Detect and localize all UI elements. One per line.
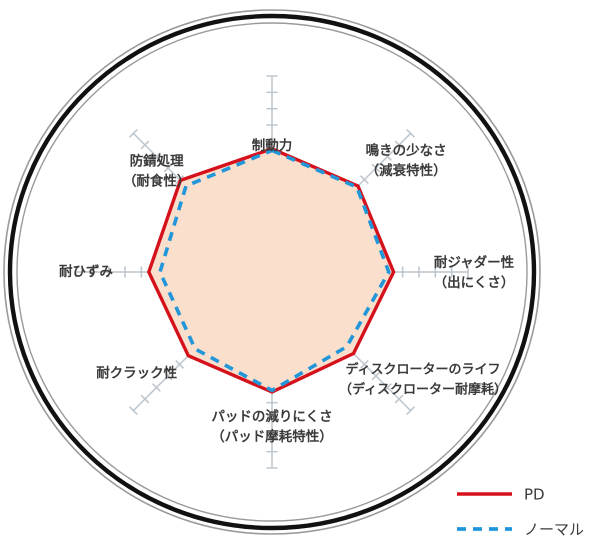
radar-axis-tick [383,383,392,392]
radar-axis-tick [371,163,381,173]
radar-axis-tick [175,359,185,369]
axis-label-line1: 鳴きの少なさ [366,142,447,159]
axis-label-line1: 耐クラック性 [96,364,177,381]
axis-label-line2: （出にくさ） [434,274,515,291]
legend-label-pd: PD [524,486,545,504]
radar-axis-labels: 制動力 鳴きの少なさ （減衰特性） 耐ジャダー性 （出にくさ） ディスクローターのライフ （… [59,137,515,445]
axis-label-5: 耐クラック性 [96,364,177,381]
radar-axis-tick [383,152,392,161]
radar-axis-tick [163,371,173,381]
axis-label-4: パッドの減りにくさ （パッド摩耗特性） [211,408,333,445]
disc-rotor-frame [3,9,541,535]
axis-label-line1: 耐ひずみ [59,263,113,280]
radar-axis-tick [406,406,416,416]
axis-label-line1: 防錆処理 [130,153,184,170]
radar-axis-tick [140,394,150,404]
axis-label-line1: パッドの減りにくさ [211,408,332,425]
radar-axis-tick [152,152,161,161]
axis-label-7: 防錆処理 （耐食性） [123,153,191,190]
radar-axis-tick [152,383,161,392]
axis-label-line1: 制動力 [252,137,293,154]
radar-axis-tick [163,163,173,173]
radar-axis-tick [371,371,381,381]
radar-axis-tick [406,128,416,138]
series-normal-outline [158,148,391,393]
axis-label-line2: （減衰特性） [366,162,447,179]
radar-axis-tick [394,140,404,150]
radar-axis-tick [128,128,138,138]
radar-axis-tick [128,406,138,416]
axis-label-1: 鳴きの少なさ （減衰特性） [366,142,447,179]
axis-label-line1: 耐ジャダー性 [434,254,515,271]
axis-label-0: 制動力 [252,137,293,154]
legend-label-normal: ノーマル [524,521,584,539]
axis-label-line2: （パッド摩耗特性） [211,428,333,445]
axis-label-line1: ディスクローターのライフ [345,362,500,378]
radar-axis-tick [359,359,369,369]
axis-label-line2: （耐食性） [123,173,191,190]
series-pd-area [148,148,394,392]
axis-label-line2: （ディスクローター耐摩耗） [339,382,507,398]
radar-axis-tick [394,394,404,404]
axis-label-3: ディスクローターのライフ （ディスクローター耐摩耗） [339,362,507,398]
chart-legend: PD ノーマル [457,486,584,539]
radar-axis-tick [359,175,369,185]
axis-label-2: 耐ジャダー性 （出にくさ） [434,254,515,291]
radar-axis-tick [140,140,150,150]
axis-label-6: 耐ひずみ [59,263,113,280]
